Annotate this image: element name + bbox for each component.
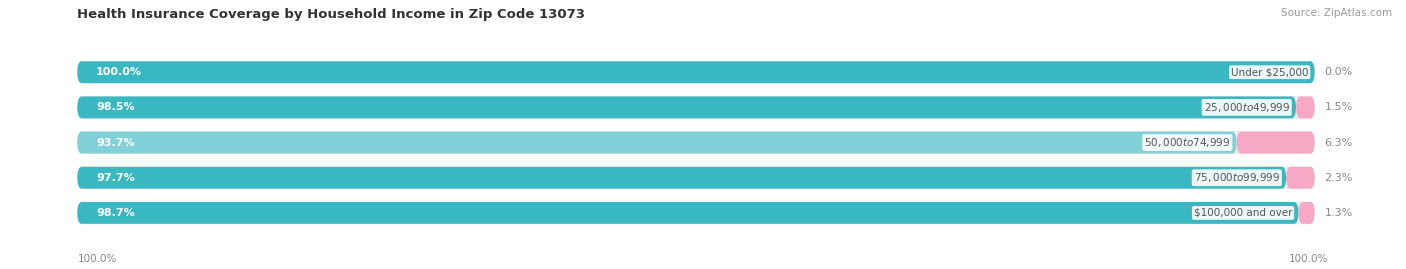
FancyBboxPatch shape [77,61,1315,83]
Text: Under $25,000: Under $25,000 [1230,67,1309,77]
Text: $75,000 to $99,999: $75,000 to $99,999 [1194,171,1279,184]
FancyBboxPatch shape [77,167,1286,189]
Text: 100.0%: 100.0% [96,67,142,77]
Text: $50,000 to $74,999: $50,000 to $74,999 [1144,136,1230,149]
FancyBboxPatch shape [1237,132,1315,154]
Text: 6.3%: 6.3% [1324,137,1353,148]
Text: 98.7%: 98.7% [96,208,135,218]
Text: Source: ZipAtlas.com: Source: ZipAtlas.com [1281,8,1392,18]
FancyBboxPatch shape [77,132,1237,154]
FancyBboxPatch shape [77,202,1315,224]
FancyBboxPatch shape [77,97,1315,118]
Text: 1.5%: 1.5% [1324,102,1353,112]
Text: 1.3%: 1.3% [1324,208,1353,218]
Text: 93.7%: 93.7% [96,137,135,148]
Text: Health Insurance Coverage by Household Income in Zip Code 13073: Health Insurance Coverage by Household I… [77,8,585,21]
FancyBboxPatch shape [1299,202,1315,224]
Text: 97.7%: 97.7% [96,173,135,183]
FancyBboxPatch shape [1296,97,1315,118]
Text: 0.0%: 0.0% [1324,67,1353,77]
FancyBboxPatch shape [77,167,1315,189]
FancyBboxPatch shape [77,132,1315,154]
FancyBboxPatch shape [1286,167,1315,189]
Text: $25,000 to $49,999: $25,000 to $49,999 [1204,101,1289,114]
Text: $100,000 and over: $100,000 and over [1194,208,1292,218]
Text: 100.0%: 100.0% [1289,254,1329,264]
Text: 100.0%: 100.0% [77,254,117,264]
FancyBboxPatch shape [77,202,1299,224]
FancyBboxPatch shape [77,61,1315,83]
FancyBboxPatch shape [77,97,1296,118]
Text: 2.3%: 2.3% [1324,173,1353,183]
Text: 98.5%: 98.5% [96,102,135,112]
